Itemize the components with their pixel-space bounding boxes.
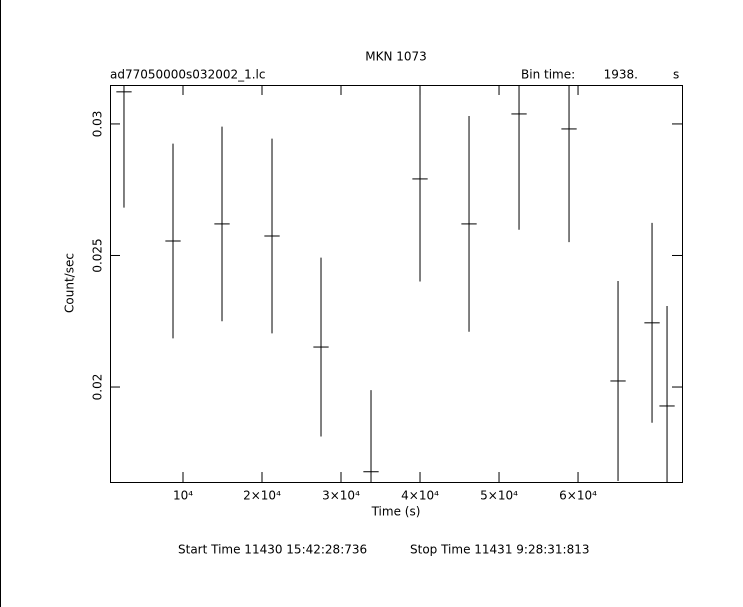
x-tick-label: 10⁴ (173, 489, 193, 503)
y-tick-label: 0.03 (91, 111, 105, 138)
y-tick-label: 0.025 (91, 238, 105, 272)
plot-frame (110, 85, 683, 483)
x-tick-label: 6×10⁴ (559, 489, 597, 503)
file-name: ad77050000s032002_1.lc (110, 68, 266, 82)
x-axis-label: Time (s) (371, 505, 421, 519)
y-tick-label: 0.02 (91, 374, 105, 401)
x-tick-label: 4×10⁴ (401, 489, 439, 503)
y-axis-label: Count/sec (63, 253, 77, 313)
x-tick-label: 3×10⁴ (322, 489, 360, 503)
bin-time-value: 1938. (604, 68, 638, 82)
chart-title: MKN 1073 (365, 50, 427, 64)
start-time: Start Time 11430 15:42:28:736 (178, 543, 367, 557)
bin-time-label: Bin time: (521, 68, 575, 82)
x-tick-label: 5×10⁴ (480, 489, 518, 503)
data-area (116, 85, 675, 482)
x-tick-label: 2×10⁴ (243, 489, 281, 503)
bin-time-unit: s (673, 68, 679, 82)
stop-time: Stop Time 11431 9:28:31:813 (410, 543, 589, 557)
